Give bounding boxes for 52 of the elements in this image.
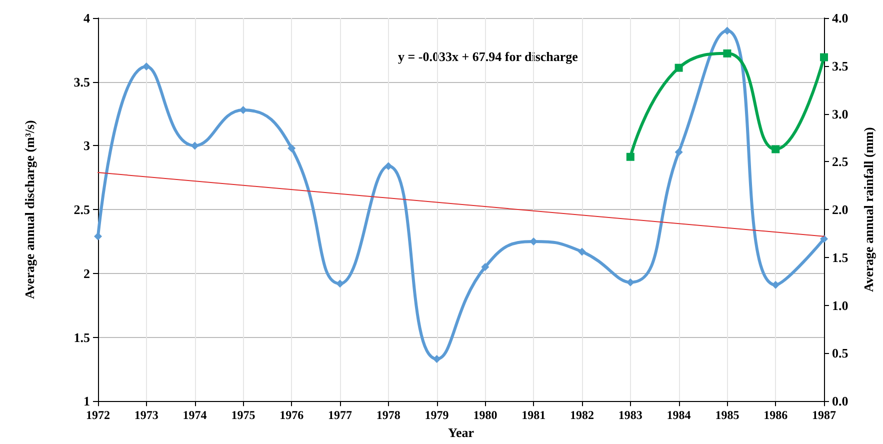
point bbox=[626, 152, 634, 161]
point bbox=[820, 53, 828, 62]
point bbox=[723, 26, 732, 35]
y2-tick-label: 1.0 bbox=[832, 298, 848, 313]
x-tick-label: 1977 bbox=[328, 408, 352, 422]
point bbox=[578, 248, 586, 256]
x-tick-label: 1982 bbox=[570, 408, 594, 422]
y-tick-label: 3.5 bbox=[74, 74, 90, 90]
y2-tick-label: 2.5 bbox=[832, 154, 849, 170]
point bbox=[723, 49, 732, 58]
x-tick-label: 1976 bbox=[280, 408, 304, 422]
x-tick-label: 1986 bbox=[764, 408, 788, 422]
point bbox=[674, 148, 683, 156]
point bbox=[384, 162, 392, 170]
x-tick-label: 1983 bbox=[618, 408, 642, 422]
point bbox=[336, 280, 344, 288]
y2-tick-label: 1.5 bbox=[832, 250, 849, 265]
y-tick-label: 2.5 bbox=[74, 202, 90, 218]
x-tick-label: 1972 bbox=[86, 408, 110, 422]
x-tick-label: 1980 bbox=[473, 408, 498, 422]
point bbox=[772, 145, 780, 154]
x-tick-label: 1984 bbox=[666, 408, 691, 422]
y-tick-label: 1 bbox=[84, 394, 90, 409]
y-tick-label: 2 bbox=[84, 266, 90, 281]
y-tick-label: 4 bbox=[84, 10, 90, 26]
x-tick-label: 1975 bbox=[231, 408, 256, 422]
y-tick-label: 1.5 bbox=[74, 330, 90, 345]
y2-tick-label: 3.5 bbox=[832, 58, 849, 74]
point bbox=[772, 280, 780, 289]
x-tick-label: 1978 bbox=[376, 408, 400, 422]
y2-tick-label: 2.0 bbox=[832, 202, 848, 218]
y2-tick-label: 0.5 bbox=[832, 346, 849, 361]
x-tick-label: 1973 bbox=[134, 408, 158, 422]
y2-tick-label: 4.0 bbox=[832, 10, 848, 26]
y2-tick-label: 0.0 bbox=[832, 394, 848, 409]
y2-axis-title: Average annual rainfall (mm) bbox=[861, 127, 876, 292]
x-tick-label: 1981 bbox=[522, 408, 546, 422]
point bbox=[190, 142, 199, 150]
point bbox=[481, 263, 490, 272]
point bbox=[142, 62, 150, 71]
point bbox=[432, 354, 441, 363]
x-tick-label: 1979 bbox=[424, 408, 449, 422]
y-tick-label: 3 bbox=[84, 138, 90, 154]
x-tick-label: 1987 bbox=[812, 408, 836, 422]
y2-tick-label: 3.0 bbox=[832, 106, 848, 122]
point bbox=[820, 234, 828, 243]
x-axis-title: Year bbox=[448, 425, 474, 440]
point bbox=[674, 64, 683, 72]
y-axis-title: Average annual discharge (m³/s) bbox=[22, 120, 37, 299]
x-tick-label: 1974 bbox=[182, 408, 207, 422]
point bbox=[288, 144, 296, 152]
x-tick-label: 1985 bbox=[715, 408, 740, 422]
